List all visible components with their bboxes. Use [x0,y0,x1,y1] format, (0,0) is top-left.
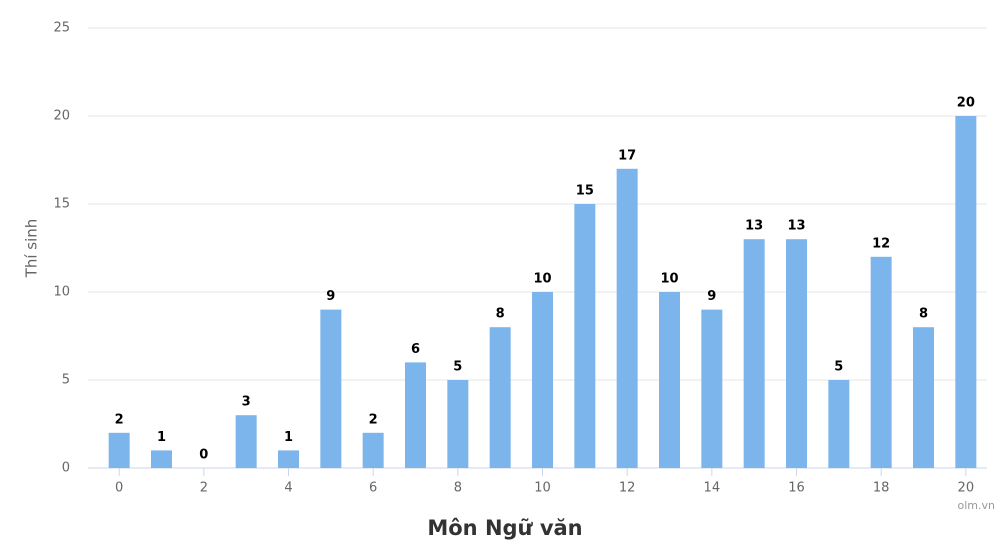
value-label: 12 [872,236,890,251]
bar [405,362,426,468]
value-label: 9 [326,289,335,304]
bar [574,204,596,468]
x-tick-label: 8 [454,481,462,496]
x-tick-label: 4 [284,481,292,496]
bar [870,256,892,468]
bar [489,327,511,468]
y-axis-title: Thí sinh [23,219,41,279]
x-tick-label: 18 [873,481,890,496]
bar [362,432,384,468]
bar [108,432,130,468]
y-tick-label: 25 [53,21,70,36]
value-label: 10 [533,272,551,287]
value-label: 1 [157,430,166,445]
value-label: 17 [618,148,636,163]
value-label: 9 [707,289,716,304]
bar [151,450,172,468]
bar [786,239,807,468]
value-label: 8 [919,307,928,322]
value-label: 8 [496,307,505,322]
bar [955,116,977,468]
value-label: 6 [411,342,420,357]
value-label: 3 [242,395,251,410]
x-tick-label: 2 [200,481,208,496]
value-label: 2 [369,412,378,427]
value-label: 13 [745,219,763,234]
bar [913,327,934,468]
value-label: 0 [199,448,208,463]
bar [320,309,342,468]
value-label: 2 [115,412,124,427]
y-tick-label: 5 [62,373,70,388]
x-tick-label: 14 [704,481,721,496]
bar [616,168,638,469]
x-tick-label: 16 [788,481,805,496]
x-tick-label: 20 [958,481,975,496]
bar [235,415,257,468]
bar [532,292,553,468]
x-tick-label: 12 [619,481,636,496]
value-label: 5 [453,360,462,375]
x-tick-label: 6 [369,481,377,496]
value-label: 20 [957,96,975,111]
y-tick-label: 10 [53,285,70,300]
bar [743,239,765,468]
y-tick-label: 0 [62,461,70,476]
x-tick-label: 0 [115,481,123,496]
y-tick-label: 15 [53,197,70,212]
bar [701,309,723,468]
value-label: 1 [284,430,293,445]
bar [659,292,680,468]
value-label: 10 [660,272,678,287]
bar [447,380,469,468]
value-label: 5 [834,360,843,375]
x-axis-title: Môn Ngữ văn [427,516,582,540]
credit: olm.vn [958,499,996,512]
x-tick-label: 10 [534,481,551,496]
bar [278,450,299,468]
value-label: 15 [576,184,594,199]
y-tick-label: 20 [53,109,70,124]
bar [828,380,850,468]
value-label: 13 [787,219,805,234]
